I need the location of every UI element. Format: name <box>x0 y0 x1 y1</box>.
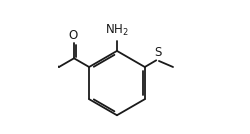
Text: O: O <box>68 29 77 42</box>
Text: S: S <box>154 46 162 59</box>
Text: NH$_2$: NH$_2$ <box>105 22 129 38</box>
